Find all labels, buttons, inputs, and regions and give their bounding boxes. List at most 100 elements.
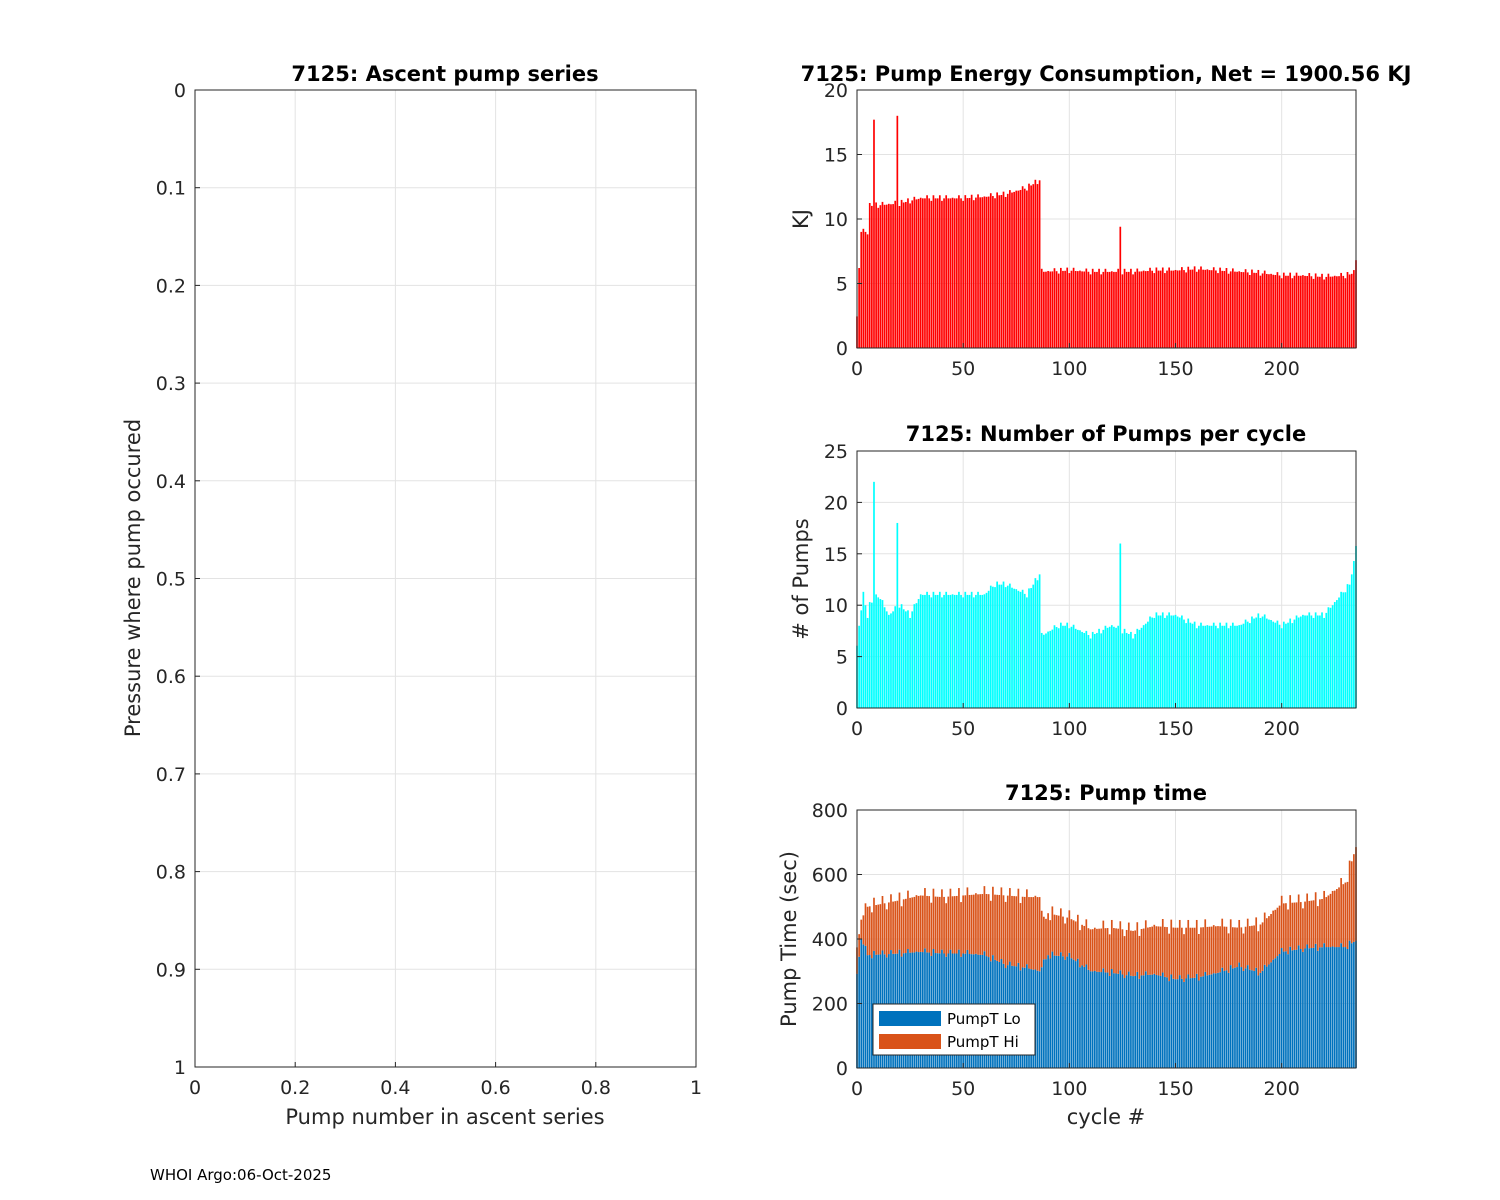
bar-hi [945,903,948,957]
bar [1062,625,1064,708]
y-axis-label: # of Pumps [789,518,813,640]
bar [1350,574,1353,708]
bar [1181,615,1183,708]
bar-lo [1093,970,1096,1068]
bar [892,204,894,348]
bar [1265,618,1268,708]
bar [1231,622,1234,708]
bar [1198,269,1200,348]
bar [1130,268,1132,348]
y-tick-label: 200 [812,994,848,1016]
bar-hi [909,897,911,953]
bar-hi [970,894,973,955]
pump-energy-chart: 0 50 100 150 200 0 5 10 15 20 7125: Pump Energy C… [789,62,1411,380]
bar [1085,630,1088,708]
bar [873,119,875,348]
bar [985,592,988,708]
bar [975,594,977,708]
bar-hi [1172,927,1175,979]
bar [1282,272,1285,348]
bar [1333,275,1336,348]
bar-hi [949,888,952,950]
bar [932,195,935,348]
bar [1329,607,1332,708]
bar [1034,578,1037,708]
bar [972,597,975,708]
bar [1319,276,1321,348]
bar-hi [1015,896,1018,967]
bar-hi [1306,893,1309,945]
bar-hi [1295,902,1298,950]
x-tick-label: 1 [690,1077,702,1099]
bar [921,594,924,708]
bar-hi [1242,933,1245,971]
bar-hi [1074,921,1077,962]
bar-lo [1149,974,1151,1068]
bar [1023,593,1026,708]
bar [1091,268,1094,348]
bar-hi [1066,917,1069,957]
bar [1229,625,1232,708]
bar [881,201,884,348]
bar-hi [1289,895,1292,947]
bar [1198,625,1200,708]
bar [1055,627,1058,708]
bar-lo [1306,944,1309,1068]
bar-hi [1265,918,1268,967]
bar [1013,191,1015,348]
bar [1202,625,1204,708]
bar-hi [890,894,892,951]
bar-hi [917,895,920,953]
bar-lo [1321,947,1323,1068]
bar [1206,269,1209,348]
bar [1015,190,1018,348]
bar-hi [958,888,960,950]
bar [1248,275,1251,348]
bar-lo [1125,975,1128,1068]
chart-title: 7125: Pump time [1005,781,1207,805]
bar-hi [1166,927,1168,978]
bar-hi [1340,878,1342,944]
bar [1174,269,1177,348]
bar [1079,270,1081,348]
bar [917,198,920,348]
bar-lo [1144,971,1147,1068]
bar-hi [1117,928,1120,974]
bar-hi [873,897,875,951]
bar-hi [1353,854,1355,942]
bar [1138,629,1141,708]
bar-hi [888,902,890,955]
bar [1066,622,1069,708]
bar-lo [1323,943,1325,1068]
bar [1055,271,1058,348]
bar [1236,625,1238,708]
bar [1038,180,1041,348]
y-tick-label: 20 [824,80,848,102]
bar-hi [892,901,894,954]
bar [932,591,935,708]
bar [1006,193,1009,348]
bar [907,198,909,348]
bar-hi [1060,908,1062,953]
bar [1348,584,1351,708]
bar-lo [1045,959,1047,1068]
bar [902,609,905,708]
y-tick-label: 800 [812,800,848,822]
bar-hi [1231,927,1234,969]
bar [1306,615,1309,708]
bar [1121,633,1124,708]
bar [1127,271,1130,348]
bar-lo [1206,975,1209,1068]
bar-hi [1161,919,1164,973]
bar [1013,588,1015,708]
bar-hi [1064,923,1066,960]
bar-lo [1244,968,1247,1068]
y-tick-label: 10 [824,209,848,231]
bar [1113,271,1115,348]
bar-lo [1047,955,1049,1068]
bar-lo [1198,980,1200,1068]
bar [1060,267,1062,348]
bar [1278,275,1281,348]
bar [1261,616,1264,708]
bar [1147,270,1149,348]
